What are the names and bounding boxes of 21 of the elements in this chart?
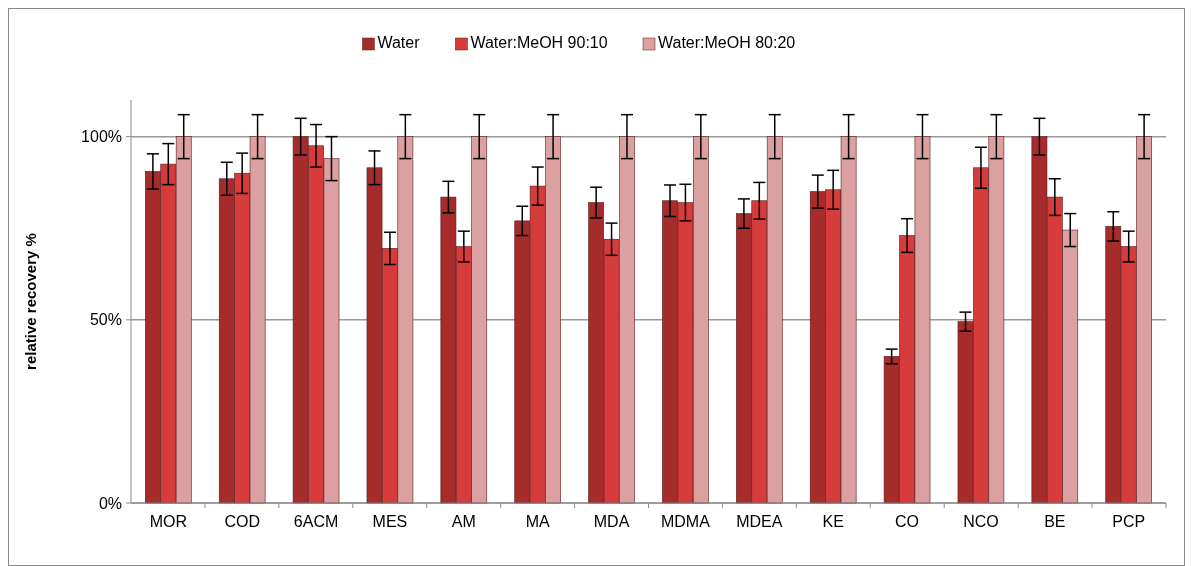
legend-label: Water:MeOH 90:10 xyxy=(470,34,608,51)
x-tick-label: NCO xyxy=(963,513,999,530)
x-tick-label: CO xyxy=(895,513,920,530)
x-tick-label: AM xyxy=(451,513,476,530)
x-tick-label: COD xyxy=(224,513,260,530)
x-tick-label: MDEA xyxy=(736,513,783,530)
x-tick-label: PCP xyxy=(1112,513,1146,530)
x-tick-label: MOR xyxy=(149,513,187,530)
x-tick-label: MA xyxy=(525,513,551,530)
y-axis-title: relative recovery % xyxy=(22,233,39,370)
x-tick-label: MDMA xyxy=(660,513,711,530)
y-tick-label: 50% xyxy=(89,311,122,329)
x-tick-label: KE xyxy=(822,513,844,530)
y-tick-label: 100% xyxy=(81,128,122,146)
legend-label: Water xyxy=(377,34,421,51)
x-tick-label: MDA xyxy=(593,513,630,530)
x-tick-label: MES xyxy=(372,513,408,530)
y-tick-label: 0% xyxy=(98,494,122,512)
legend-label: Water:MeOH 80:20 xyxy=(658,34,796,51)
x-tick-label: BE xyxy=(1044,513,1066,530)
x-tick-label: 6ACM xyxy=(293,513,339,530)
